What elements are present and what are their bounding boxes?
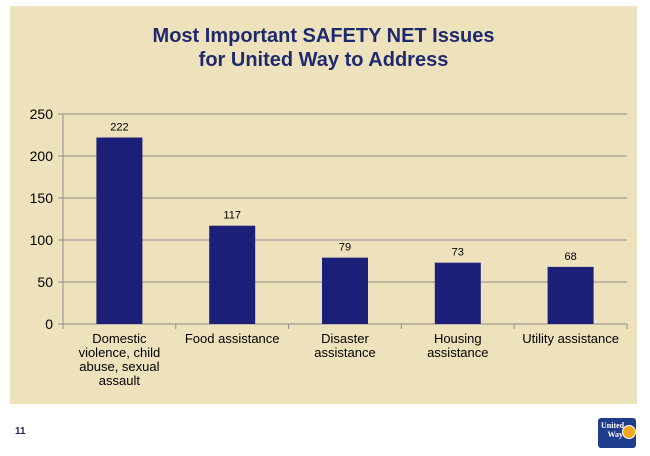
x-category-label: Housing (434, 331, 482, 346)
data-label: 68 (564, 251, 576, 263)
x-category-label: violence, child (79, 345, 161, 360)
page-number: 11 (15, 426, 26, 437)
x-category-label: assistance (314, 345, 375, 360)
data-label: 117 (223, 210, 241, 222)
x-category-label: assault (99, 373, 141, 388)
bar (322, 257, 368, 324)
x-category-label: Food assistance (185, 331, 280, 346)
y-tick-label: 250 (30, 106, 54, 122)
y-tick-label: 0 (45, 316, 53, 332)
chart-title: Most Important SAFETY NET Issues for Uni… (10, 24, 637, 72)
bar (209, 225, 256, 324)
data-label: 73 (452, 247, 464, 259)
y-tick-label: 100 (30, 232, 54, 248)
chart-title-line-2: for United Way to Address (198, 49, 449, 71)
logo-hand-icon (622, 425, 636, 439)
x-category-label: Domestic (92, 331, 147, 346)
bar (96, 137, 143, 324)
x-category-label: assistance (427, 345, 488, 360)
logo-text: United Way (601, 421, 625, 439)
data-label: 222 (110, 122, 128, 134)
y-tick-label: 200 (30, 148, 54, 164)
chart-title-line-1: Most Important SAFETY NET Issues (152, 25, 495, 47)
bar (434, 262, 481, 324)
y-tick-label: 50 (37, 274, 53, 290)
bar (547, 266, 594, 324)
y-tick-label: 150 (30, 190, 54, 206)
united-way-logo: United Way (598, 418, 636, 448)
x-category-label: Utility assistance (522, 331, 619, 346)
data-label: 79 (339, 242, 351, 254)
x-category-label: abuse, sexual (79, 359, 159, 374)
x-category-label: Disaster (321, 331, 369, 346)
